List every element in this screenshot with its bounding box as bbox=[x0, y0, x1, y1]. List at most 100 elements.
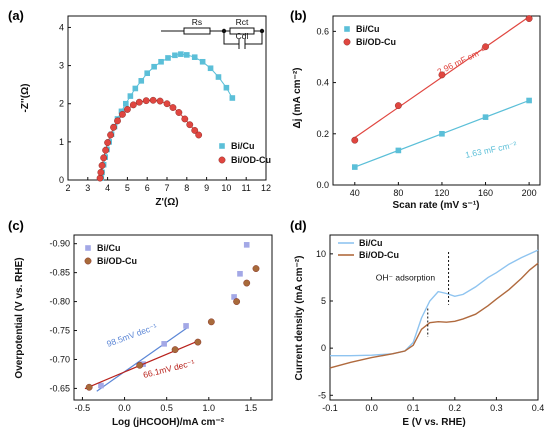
panel-4: (d) -0.1 0.0 0.1 0.2 0.3 0.4 -5 0 5 10 E (V vs. RHE… bbox=[290, 218, 544, 428]
data-point bbox=[219, 143, 225, 149]
series-line bbox=[329, 262, 539, 369]
data-point bbox=[229, 95, 236, 101]
y-tick-label: 0.0 bbox=[316, 180, 329, 190]
y-tick-label: 0.6 bbox=[316, 26, 329, 36]
fit-curve bbox=[99, 99, 200, 179]
resistor-rs bbox=[183, 27, 211, 35]
y-tick-label: 3 bbox=[59, 61, 64, 71]
legend-entry: Bi/Cu bbox=[359, 238, 383, 248]
x-tick-label: 9 bbox=[204, 183, 209, 193]
data-point bbox=[156, 97, 164, 105]
x-tick-label: 0.3 bbox=[490, 403, 503, 413]
legend-entry: Bi/OD-Cu bbox=[97, 256, 137, 266]
y-tick-label: 0.4 bbox=[316, 78, 329, 88]
x-tick-label: 0.5 bbox=[160, 403, 173, 413]
data-point bbox=[98, 382, 104, 389]
data-point bbox=[215, 74, 222, 80]
data-point bbox=[343, 38, 351, 46]
data-point bbox=[439, 130, 445, 137]
data-point bbox=[84, 257, 92, 265]
y-tick-label: 2 bbox=[59, 99, 64, 109]
equivalent-circuit: Rs Rct Cdl bbox=[161, 17, 265, 49]
data-point bbox=[233, 298, 241, 305]
y-tick-label: -0.65 bbox=[49, 383, 70, 393]
data-point bbox=[96, 174, 104, 182]
data-point bbox=[218, 156, 226, 164]
legend-entry: Bi/Cu bbox=[231, 141, 255, 151]
data-point bbox=[482, 114, 489, 120]
fit-label-bi-od-cu: 2.96 mF cm⁻² bbox=[435, 45, 486, 77]
circuit-label-cdl: Cdl bbox=[236, 31, 249, 41]
y-tick-label: -0.90 bbox=[49, 239, 70, 249]
x-tick-label: 12 bbox=[261, 183, 271, 193]
x-axis-label: E (V vs. RHE) bbox=[402, 417, 465, 428]
panel-label: (a) bbox=[8, 8, 24, 23]
data-point bbox=[119, 111, 126, 118]
data-point bbox=[195, 131, 203, 139]
data-point bbox=[151, 63, 157, 70]
x-tick-label: 6 bbox=[145, 183, 150, 193]
data-point bbox=[85, 245, 91, 251]
data-point bbox=[223, 84, 230, 91]
x-tick-label: -0.5 bbox=[75, 403, 91, 413]
data-point bbox=[525, 15, 533, 22]
data-point bbox=[85, 383, 93, 391]
y-tick-label: 0.2 bbox=[316, 129, 329, 139]
x-tick-label: 1.5 bbox=[245, 403, 258, 413]
data-point bbox=[482, 43, 489, 51]
data-point bbox=[102, 146, 110, 154]
legend-entry: Bi/OD-Cu bbox=[356, 37, 396, 47]
data-point bbox=[98, 162, 106, 169]
panel-2: (b) 40 80 120 160 200 0.0 0.2 0.4 0.6 Scan rate (m… bbox=[290, 8, 541, 211]
data-point bbox=[169, 104, 177, 111]
data-point bbox=[129, 101, 137, 109]
data-point bbox=[123, 100, 129, 107]
fit-label-bi-cu: 1.63 mF cm⁻² bbox=[464, 139, 517, 160]
data-point bbox=[165, 55, 171, 61]
panel-label: (b) bbox=[290, 8, 307, 23]
panel-label: (d) bbox=[290, 218, 307, 233]
y-tick-label: -0.85 bbox=[49, 268, 70, 278]
data-point bbox=[243, 279, 251, 287]
x-tick-label: 7 bbox=[164, 183, 169, 193]
data-point bbox=[149, 96, 157, 104]
data-point bbox=[163, 100, 171, 108]
data-point bbox=[132, 85, 139, 92]
x-tick-label: 4 bbox=[105, 183, 110, 193]
series-line bbox=[330, 249, 539, 357]
data-point bbox=[351, 164, 358, 170]
data-point bbox=[191, 127, 199, 134]
x-axis-label: Z'(Ω) bbox=[155, 197, 178, 208]
data-point bbox=[158, 58, 164, 65]
data-point bbox=[237, 270, 243, 277]
panel-3: (c) -0.5 0.0 0.5 1.0 1.5 -0.65 -0.70 -0.75 -0.80 -… bbox=[8, 218, 273, 428]
x-axis-label: Log (jHCOOH)/mA cm⁻² bbox=[112, 417, 225, 428]
data-point bbox=[175, 109, 183, 116]
data-point bbox=[161, 341, 167, 347]
y-tick-label: -0.75 bbox=[49, 326, 70, 336]
data-point bbox=[207, 318, 215, 326]
x-tick-label: 0.0 bbox=[365, 403, 378, 413]
plot-frame bbox=[332, 15, 541, 186]
legend-entry: Bi/Cu bbox=[97, 243, 121, 253]
data-point bbox=[171, 346, 179, 354]
data-point bbox=[243, 242, 250, 248]
panel-label: (c) bbox=[8, 218, 24, 233]
data-point bbox=[172, 52, 178, 59]
data-point bbox=[135, 98, 143, 106]
x-tick-label: 200 bbox=[522, 188, 537, 198]
x-tick-label: 0.0 bbox=[118, 403, 131, 413]
x-tick-label: 2 bbox=[65, 183, 70, 193]
legend-entry: Bi/OD-Cu bbox=[231, 155, 271, 165]
x-tick-label: 11 bbox=[242, 183, 251, 193]
x-tick-label: 8 bbox=[184, 183, 189, 193]
data-point bbox=[124, 106, 131, 113]
y-tick-label: -0.70 bbox=[49, 354, 70, 364]
data-point bbox=[110, 123, 117, 131]
x-tick-label: 0.2 bbox=[449, 403, 462, 413]
y-tick-label: -5 bbox=[318, 390, 326, 400]
x-axis-label: Scan rate (mV s⁻¹) bbox=[393, 200, 480, 211]
data-point bbox=[344, 26, 350, 32]
data-point bbox=[181, 115, 189, 123]
